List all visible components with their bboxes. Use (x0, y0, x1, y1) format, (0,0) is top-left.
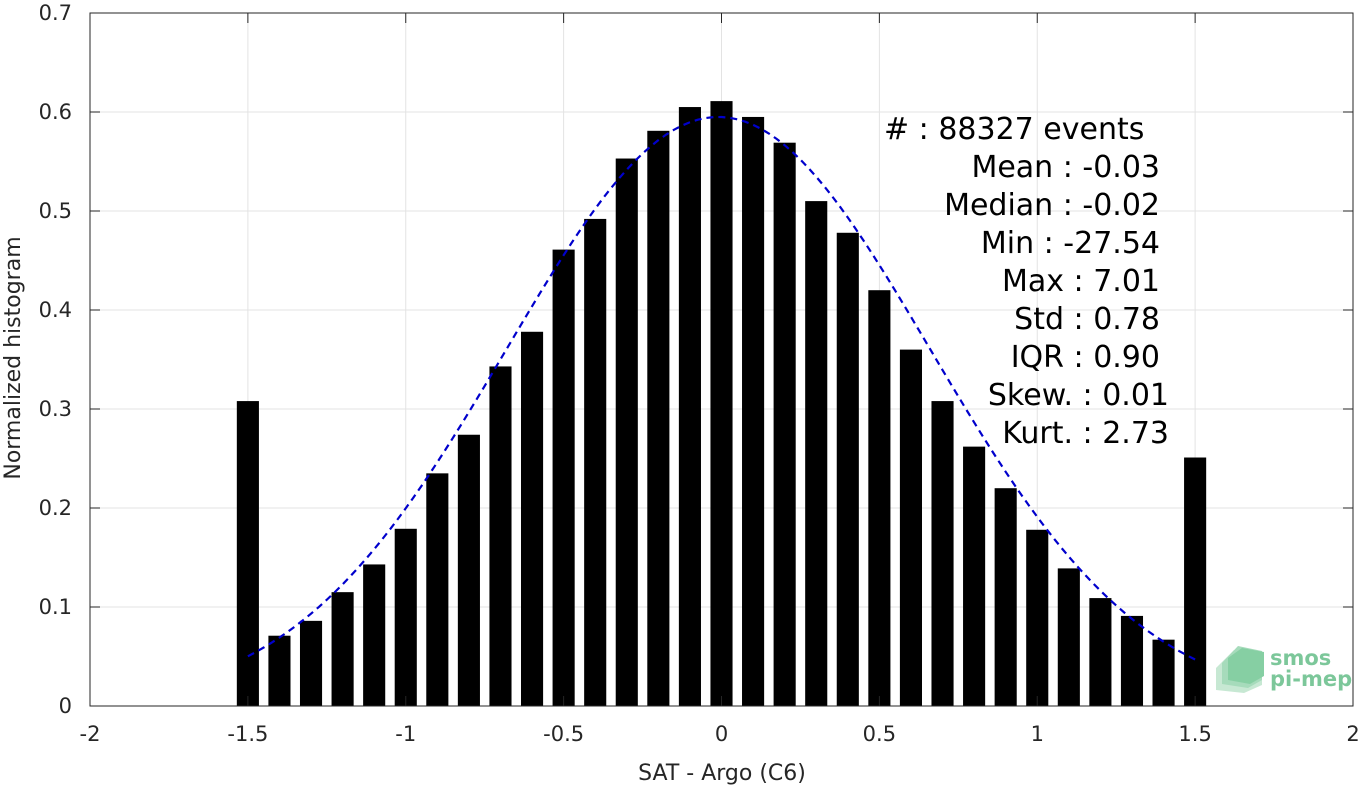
histogram-bar (426, 473, 449, 706)
histogram-bar (868, 290, 891, 706)
histogram-bar (363, 564, 386, 706)
smos-pi-mep-logo: smos pi-mep (1216, 646, 1352, 693)
stat-min: Min : -27.54 (981, 226, 1160, 261)
y-tick-label: 0.2 (39, 496, 72, 520)
axes (89, 12, 1354, 707)
x-tick-label: -0.5 (543, 722, 584, 746)
x-tick-label: -1 (395, 722, 416, 746)
y-tick-label: 0.3 (39, 397, 72, 421)
histogram-bar (236, 401, 259, 706)
histogram-bar (1184, 457, 1207, 706)
histogram-bar (1089, 598, 1112, 706)
y-tick-label: 0.6 (39, 100, 72, 124)
histogram-bar (457, 434, 480, 706)
x-tick-label: 0.5 (863, 722, 896, 746)
logo-text-pimep: pi-mep (1270, 667, 1352, 691)
histogram-bar (584, 218, 607, 707)
x-tick-label: 1.5 (1178, 722, 1211, 746)
histogram-bar (773, 142, 796, 706)
normal-fit (247, 115, 1196, 661)
logo-mark-icon (1216, 646, 1264, 693)
x-tick-label: 2 (1346, 722, 1359, 746)
logo-text-smos: smos (1270, 646, 1331, 670)
x-tick-label: -1.5 (227, 722, 268, 746)
stat-skew: Skew. : 0.01 (988, 378, 1169, 413)
y-tick-label: 0.4 (39, 298, 72, 322)
histogram-bar (1026, 529, 1049, 706)
histogram-bar (742, 116, 765, 706)
histogram-bar (1120, 615, 1144, 706)
y-tick-label: 0.7 (39, 1, 72, 25)
histogram-bar (899, 349, 923, 706)
statistics-annotation: # : 88327 events Mean : -0.03 Median : -… (884, 112, 1169, 451)
x-tick-label: 1 (1031, 722, 1044, 746)
histogram-bar (520, 331, 544, 706)
histogram-bar (710, 101, 733, 707)
stat-mean: Mean : -0.03 (971, 150, 1160, 185)
fit-curve-line (247, 115, 1196, 661)
histogram-bar (994, 488, 1017, 706)
histogram-bar (394, 528, 417, 706)
histogram-bar (836, 232, 859, 706)
histogram-bar (1057, 568, 1080, 706)
stat-iqr: IQR : 0.90 (1011, 340, 1160, 375)
x-tick-label: -2 (80, 722, 101, 746)
stat-max: Max : 7.01 (1002, 264, 1160, 299)
stat-std: Std : 0.78 (1014, 302, 1160, 337)
tick-labels: -2 -1.5 -1 -0.5 0 0.5 1 1.5 2 0 0.1 0.2 0.3 0.4 0.5 0.6… (39, 1, 1360, 746)
histogram-bar (963, 446, 986, 706)
histogram-bar (552, 249, 575, 707)
x-tick-label: 0 (715, 722, 728, 746)
histogram-bar (299, 620, 323, 706)
histogram-bar (678, 107, 701, 707)
histogram-bar (931, 401, 954, 706)
stat-median: Median : -0.02 (944, 188, 1160, 223)
histogram-bar (268, 635, 291, 706)
histogram-bar (331, 592, 354, 706)
histogram-bar (1152, 639, 1175, 706)
stat-kurt: Kurt. : 2.73 (1002, 416, 1169, 451)
stat-events: # : 88327 events (884, 112, 1144, 147)
histogram-bar (615, 158, 638, 706)
y-tick-label: 0.5 (39, 199, 72, 223)
histogram-bars (236, 101, 1207, 707)
x-axis-title: SAT - Argo (C6) (638, 761, 806, 786)
histogram-bar (805, 201, 828, 706)
histogram-bar (489, 366, 512, 706)
histogram-bar (647, 130, 670, 706)
y-tick-label: 0.1 (39, 595, 72, 619)
y-tick-label: 0 (59, 694, 72, 718)
y-axis-title: Normalized histogram (1, 236, 26, 479)
